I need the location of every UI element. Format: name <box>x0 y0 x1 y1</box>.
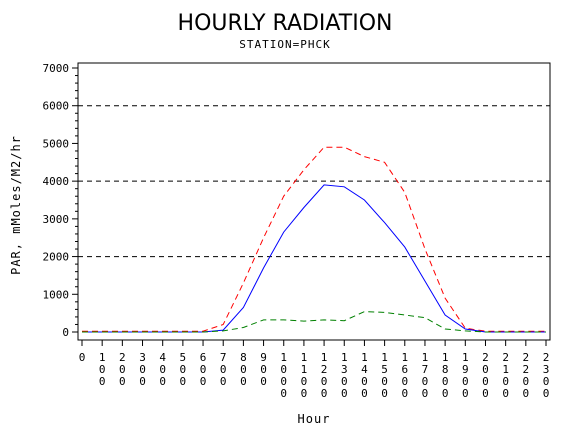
y-axis: 0 1000 2000 3000 4000 5000 6000 7000 <box>43 62 78 339</box>
series-line-0 <box>82 146 546 332</box>
grid-lines <box>78 105 550 258</box>
y-tick-label: 0 <box>62 326 69 339</box>
series-line-2 <box>82 311 546 333</box>
y-axis-label: PAR, mMoles/M2/hr <box>9 135 23 275</box>
y-tick-label: 4000 <box>43 175 70 188</box>
chart-title: HOURLY RADIATION <box>178 11 393 36</box>
chart-subtitle: STATION=PHCK <box>239 38 330 51</box>
x-axis: 0 1 0 0 2 0 0 3 0 0 4 0 0 5 0 0 6 0 0 7 0 0 8 0 0 9 0 0 1 0 0 0 1 1 0 0 1 2 0 0… <box>79 340 550 400</box>
x-axis-label: Hour <box>298 412 331 426</box>
y-tick-label: 2000 <box>43 251 70 264</box>
x-tick-label: 0 <box>79 351 86 364</box>
y-tick-label: 6000 <box>43 100 70 113</box>
y-tick-label: 1000 <box>43 288 70 301</box>
series-line-1 <box>82 184 546 333</box>
series-lines <box>82 146 546 333</box>
plot-frame <box>77 62 551 341</box>
y-tick-label: 5000 <box>43 137 70 150</box>
y-tick-label: 3000 <box>43 213 70 226</box>
y-tick-label: 7000 <box>43 62 70 75</box>
